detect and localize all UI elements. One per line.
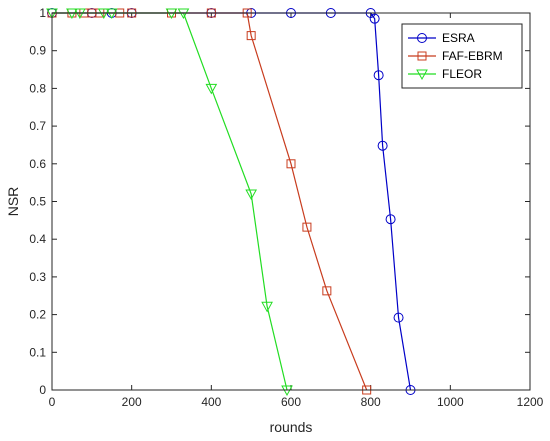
data-point-esra — [377, 140, 388, 151]
y-tick-label: 0.6 — [29, 157, 46, 171]
data-point-faf-ebrm — [322, 286, 332, 296]
legend-marker — [417, 51, 427, 61]
x-axis-label: rounds — [270, 419, 313, 435]
data-point-faf-ebrm — [246, 31, 256, 41]
x-tick-label: 1000 — [437, 395, 464, 409]
legend-label: ESRA — [442, 31, 475, 45]
y-tick-label: 0.7 — [29, 119, 46, 133]
legend-label: FAF-EBRM — [442, 49, 503, 63]
data-point-esra — [393, 312, 404, 323]
legend: ESRA FAF-EBRM FLEOR — [401, 23, 523, 89]
y-tick-label: 0.2 — [29, 308, 46, 322]
y-tick-label: 0.1 — [29, 345, 46, 359]
y-tick-label: 0.3 — [29, 270, 46, 284]
y-tick-label: 0.8 — [29, 81, 46, 95]
data-point-fleor — [245, 189, 258, 200]
data-point-esra — [373, 70, 384, 81]
data-point-fleor — [261, 301, 273, 313]
y-axis-label: NSR — [5, 187, 21, 217]
data-point-faf-ebrm — [286, 159, 296, 169]
x-tick-label: 600 — [281, 395, 301, 409]
data-point-esra — [369, 13, 380, 24]
legend-marker — [416, 69, 428, 81]
x-tick-label: 800 — [361, 395, 381, 409]
legend-item-faf-ebrm: FAF-EBRM — [408, 49, 503, 63]
legend-item-fleor: FLEOR — [408, 67, 482, 81]
y-tick-label: 1 — [39, 6, 46, 20]
tick-layer: 0 200 400 600 800 1000 1200 0 0.1 0.2 0.3 0.4 0.5 0.6… — [29, 6, 543, 409]
x-tick-label: 1200 — [517, 395, 544, 409]
y-tick-label: 0 — [39, 383, 46, 397]
x-tick-label: 200 — [122, 395, 142, 409]
data-point-faf-ebrm — [302, 222, 312, 232]
y-tick-label: 0.5 — [29, 195, 46, 209]
plot-frame — [51, 12, 531, 391]
x-tick-label: 400 — [201, 395, 221, 409]
data-point-esra — [385, 214, 396, 225]
x-tick-label: 0 — [49, 395, 56, 409]
data-point-fleor — [205, 83, 218, 95]
legend-item-esra: ESRA — [408, 31, 475, 45]
legend-marker — [417, 33, 427, 43]
y-tick-label: 0.9 — [29, 44, 46, 58]
y-tick-label: 0.4 — [29, 232, 46, 246]
legend-label: FLEOR — [442, 67, 482, 81]
